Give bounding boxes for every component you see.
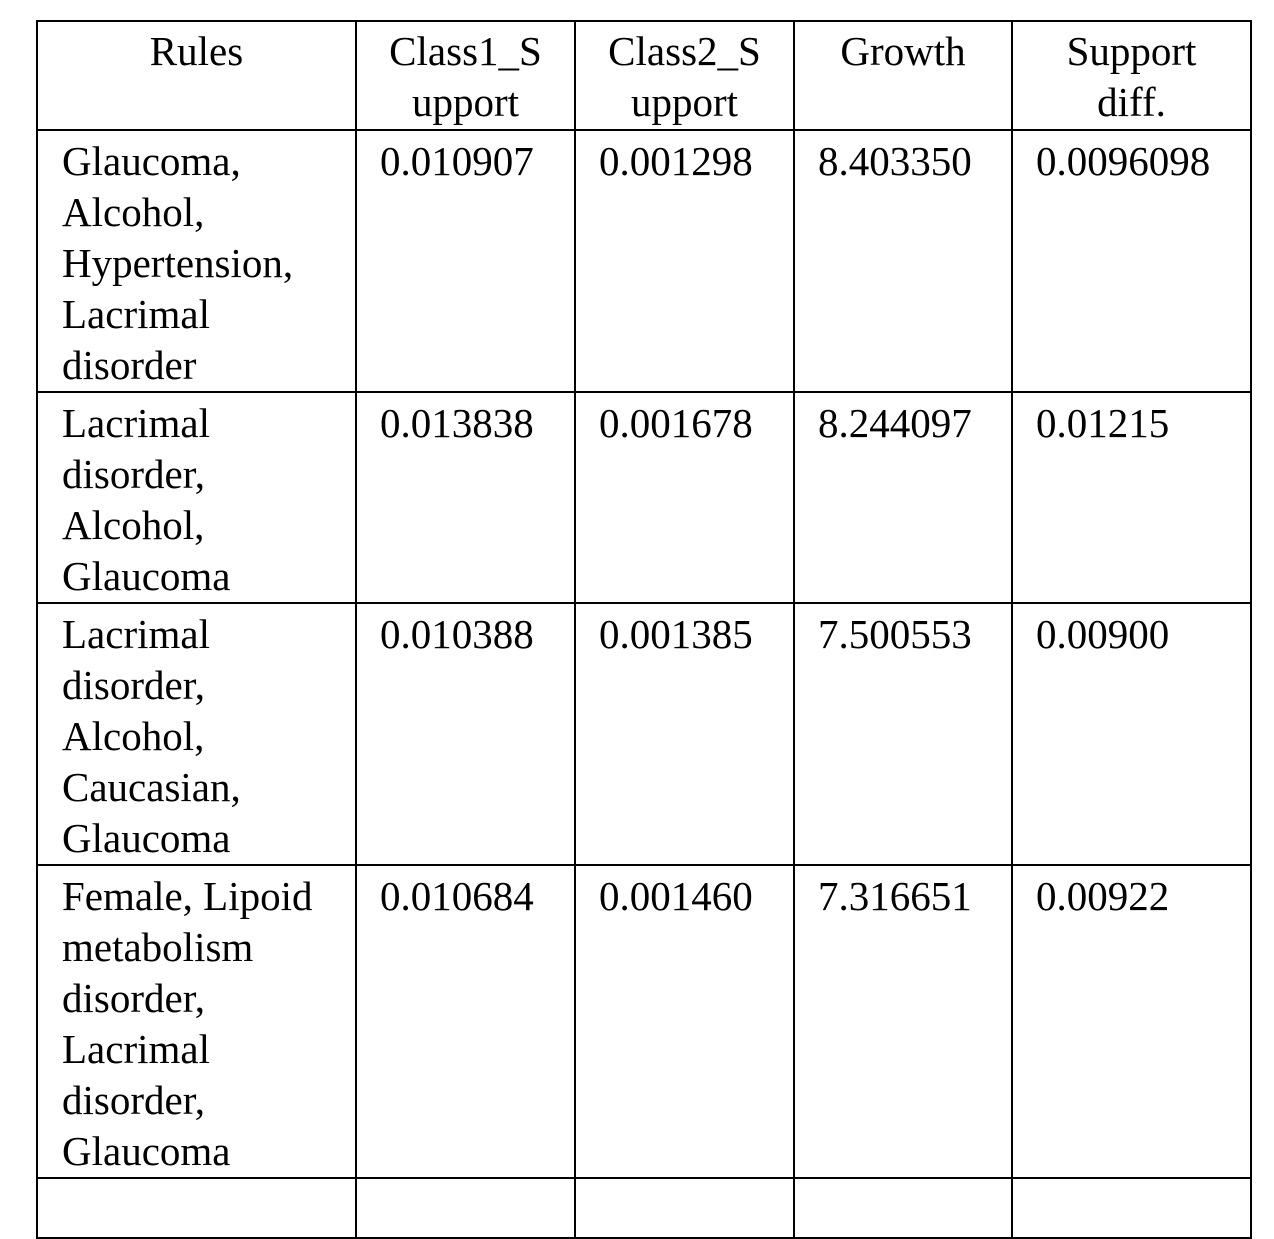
rule-cell: Glaucoma, Alcohol, Hypertension, Lacrima… [36,129,357,393]
header-text: upport [411,79,520,125]
empty-cell [1011,1177,1252,1239]
header-cell: Growth [793,20,1013,131]
rule-cell: Female, Lipoid metabolism disorder, Lacr… [36,864,357,1179]
value-cell: 0.010388 [355,602,576,866]
header-text: Class1_S [389,28,542,74]
header-text: Support [1066,28,1197,74]
table-row: Female, Lipoid metabolism disorder, Lacr… [36,864,1252,1179]
empty-cell [36,1177,357,1239]
table-row: Lacrimal disorder, Alcohol, Caucasian, G… [36,602,1252,866]
empty-cell [574,1177,795,1239]
header-text: Growth [840,28,966,74]
value-cell: 7.316651 [793,864,1013,1179]
value-cell: 0.0096098 [1011,129,1252,393]
table-container: Rules Class1_S upport Class2_S upport Growth S… [36,20,1252,1239]
value-cell: 8.244097 [793,391,1013,604]
value-cell: 0.001385 [574,602,795,866]
header-text: upport [630,79,739,125]
value-cell: 0.010684 [355,864,576,1179]
value-cell: 0.001298 [574,129,795,393]
rule-cell: Lacrimal disorder, Alcohol, Glaucoma [36,391,357,604]
value-cell: 0.001460 [574,864,795,1179]
value-cell: 0.00900 [1011,602,1252,866]
value-cell: 7.500553 [793,602,1013,866]
header-cell: Rules [36,20,357,131]
header-text: diff. [1097,79,1166,125]
value-cell: 0.01215 [1011,391,1252,604]
empty-cell [355,1177,576,1239]
header-row: Rules Class1_S upport Class2_S upport Growth S… [36,20,1252,131]
header-text: Rules [149,28,244,74]
value-cell: 0.00922 [1011,864,1252,1179]
table-row [36,1177,1252,1239]
value-cell: 0.010907 [355,129,576,393]
value-cell: 0.013838 [355,391,576,604]
table: Rules Class1_S upport Class2_S upport Growth S… [36,20,1252,1239]
table-row: Lacrimal disorder, Alcohol, Glaucoma 0.01… [36,391,1252,604]
value-cell: 0.001678 [574,391,795,604]
header-cell: Support diff. [1011,20,1252,131]
rule-cell: Lacrimal disorder, Alcohol, Caucasian, G… [36,602,357,866]
header-text: Class2_S [608,28,761,74]
empty-cell [793,1177,1013,1239]
table-row: Glaucoma, Alcohol, Hypertension, Lacrima… [36,129,1252,393]
value-cell: 8.403350 [793,129,1013,393]
